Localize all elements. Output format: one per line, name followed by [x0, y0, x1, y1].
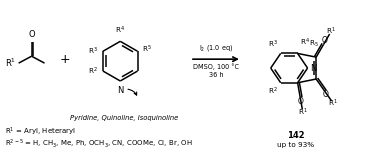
Text: R$^4$: R$^4$ [115, 25, 125, 36]
Text: 142: 142 [287, 131, 304, 140]
Text: R$^3$: R$^3$ [268, 39, 278, 50]
Text: R$^1$: R$^1$ [326, 26, 336, 37]
Text: O: O [322, 36, 328, 45]
Text: R$_5$: R$_5$ [309, 39, 319, 49]
FancyArrowPatch shape [128, 89, 137, 95]
Text: R$^1$: R$^1$ [5, 57, 16, 69]
Text: Pyridine, Quinoline, Isoquinoline: Pyridine, Quinoline, Isoquinoline [70, 115, 179, 121]
Text: R$^3$: R$^3$ [88, 46, 98, 57]
Text: N: N [117, 86, 123, 95]
Text: R$^2$: R$^2$ [88, 65, 98, 77]
Text: R$^4$: R$^4$ [299, 37, 309, 49]
Text: N: N [311, 64, 317, 73]
Text: I$_2$ (1.0 eq): I$_2$ (1.0 eq) [199, 43, 233, 53]
Text: +: + [59, 53, 70, 66]
Text: R$^2$: R$^2$ [268, 86, 278, 97]
Text: R$^1$: R$^1$ [329, 98, 338, 109]
Text: 36 h: 36 h [209, 72, 223, 78]
Text: R$^5$: R$^5$ [142, 44, 152, 55]
Text: O: O [298, 97, 303, 106]
Text: R$^1$ = Aryl, Heteraryl: R$^1$ = Aryl, Heteraryl [5, 125, 76, 138]
Text: R$^1$: R$^1$ [298, 106, 308, 118]
Text: O: O [28, 30, 35, 39]
Text: up to 93%: up to 93% [277, 142, 314, 148]
Text: O: O [323, 90, 329, 99]
Text: R$^{2-5}$ = H, CH$_3$, Me, Ph, OCH$_3$, CN, COOMe, Cl, Br, OH: R$^{2-5}$ = H, CH$_3$, Me, Ph, OCH$_3$, … [5, 137, 192, 150]
Text: DMSO, 100 °C: DMSO, 100 °C [193, 63, 239, 70]
